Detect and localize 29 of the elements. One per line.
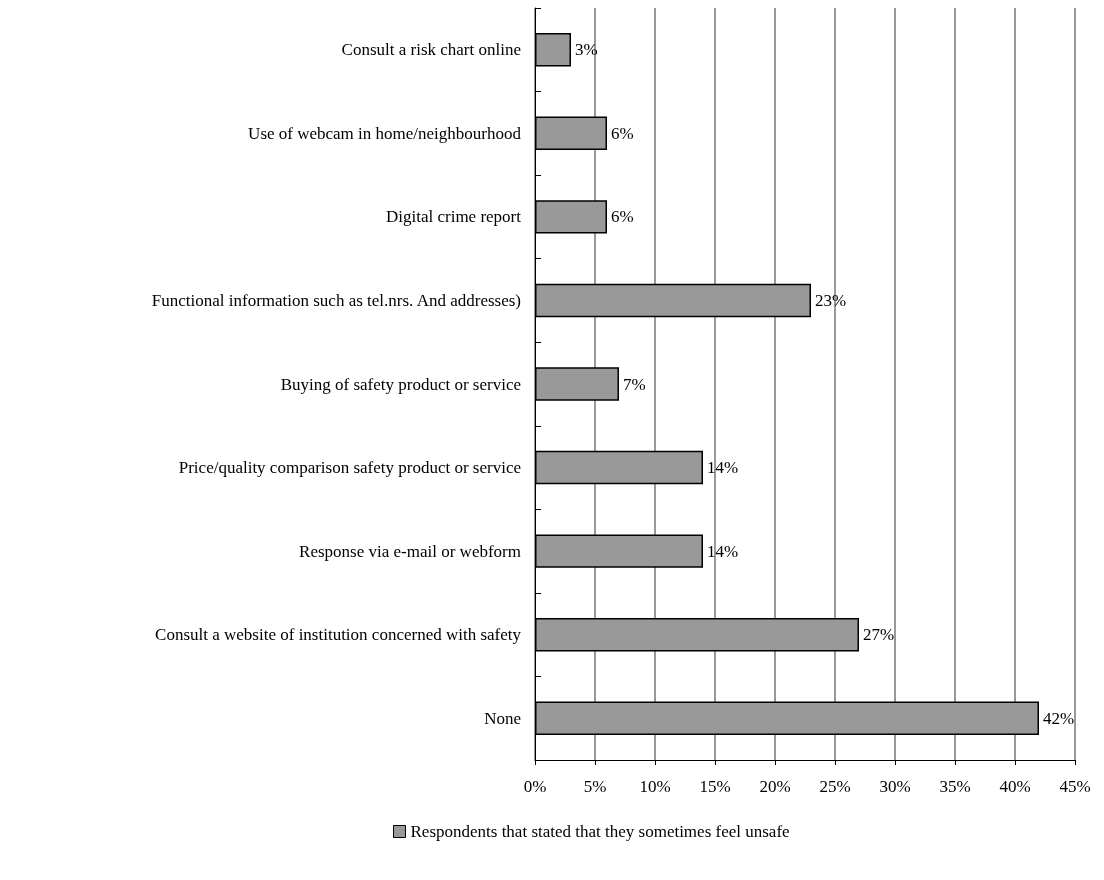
data-label: 7% [623, 374, 646, 394]
data-label: 27% [863, 625, 895, 645]
data-label: 14% [707, 458, 739, 478]
data-label: 3% [575, 40, 598, 60]
x-tick-label: 5% [583, 777, 607, 796]
y-tick-label: Response via e-mail or webform [299, 541, 521, 561]
data-label: 23% [815, 290, 847, 310]
x-tick-label: 35% [939, 777, 971, 796]
x-tick-label: 20% [759, 777, 791, 796]
y-tick-label: Use of webcam in home/neighbourhood [248, 123, 522, 143]
y-tick-label: Consult a website of institution concerned with safety [155, 625, 522, 645]
y-tick-label: Price/quality comparison safety product or service [178, 458, 521, 478]
x-tick-label: 15% [699, 777, 731, 796]
x-tick-label: 45% [1059, 777, 1091, 796]
data-label: 6% [611, 207, 634, 227]
data-label: 14% [707, 541, 739, 561]
x-tick-label: 40% [999, 777, 1031, 796]
x-tick-label: 10% [639, 777, 671, 796]
data-label: 6% [611, 123, 634, 143]
data-label: 42% [1043, 708, 1075, 728]
x-tick-label: 0% [523, 777, 547, 796]
y-tick-label: None [484, 708, 521, 728]
y-tick-label: Digital crime report [385, 207, 522, 227]
legend-label: Respondents that stated that they sometimes feel unsafe [410, 822, 790, 841]
y-tick-label: Consult a risk chart online [341, 40, 521, 60]
y-tick-label: Buying of safety product or service [280, 374, 521, 394]
x-tick-label: 30% [879, 777, 911, 796]
x-tick-label: 25% [819, 777, 851, 796]
y-tick-label: Functional information such as tel.nrs. And addresses) [151, 290, 521, 310]
